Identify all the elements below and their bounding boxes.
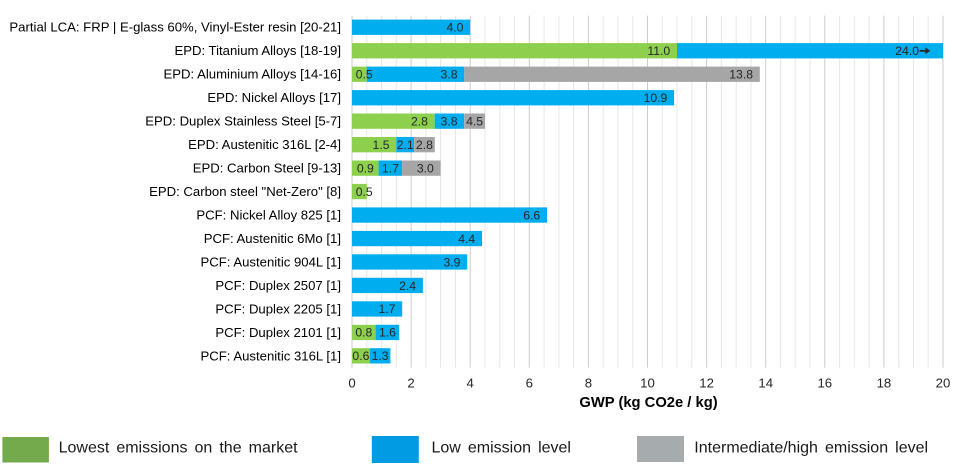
svg-text:EPD: Titanium Alloys [18-19]: EPD: Titanium Alloys [18-19]: [174, 43, 341, 58]
svg-text:EPD: Aluminium Alloys [14-16]: EPD: Aluminium Alloys [14-16]: [164, 67, 341, 82]
svg-text:4.5: 4.5: [466, 115, 483, 129]
svg-text:11.0: 11.0: [647, 44, 670, 58]
svg-text:13.8: 13.8: [729, 68, 753, 82]
svg-text:6: 6: [526, 376, 533, 391]
svg-text:EPD: Duplex Stainless Steel [5: EPD: Duplex Stainless Steel [5-7]: [145, 114, 341, 129]
svg-text:18: 18: [877, 376, 892, 391]
svg-text:1.6: 1.6: [379, 326, 396, 340]
svg-text:2: 2: [407, 376, 414, 391]
svg-text:Partial LCA: FRP | E-glass 60%: Partial LCA: FRP | E-glass 60%, Vinyl-Es…: [9, 20, 341, 35]
svg-text:1.7: 1.7: [382, 161, 399, 175]
svg-text:14: 14: [758, 376, 773, 391]
svg-text:0.8: 0.8: [355, 326, 372, 340]
svg-text:0.5: 0.5: [356, 185, 373, 199]
svg-text:4: 4: [467, 376, 474, 391]
svg-text:4.4: 4.4: [458, 232, 475, 246]
svg-text:10.9: 10.9: [644, 91, 668, 105]
svg-text:EPD: Nickel Alloys [17]: EPD: Nickel Alloys [17]: [207, 90, 341, 105]
svg-text:3.0: 3.0: [417, 161, 434, 175]
svg-text:EPD: Carbon steel "Net-Zero" [: EPD: Carbon steel "Net-Zero" [8]: [149, 184, 341, 199]
svg-text:0: 0: [348, 376, 355, 391]
svg-text:10: 10: [640, 376, 655, 391]
svg-text:6.6: 6.6: [523, 208, 540, 222]
svg-text:Low emission level: Low emission level: [432, 440, 571, 457]
svg-text:PCF: Austenitic 904L [1]: PCF: Austenitic 904L [1]: [201, 254, 342, 269]
svg-text:PCF: Duplex 2101 [1]: PCF: Duplex 2101 [1]: [215, 325, 341, 340]
svg-text:PCF: Austenitic 6Mo [1]: PCF: Austenitic 6Mo [1]: [204, 231, 341, 246]
svg-text:8: 8: [585, 376, 592, 391]
svg-text:Intermediate/high emission lev: Intermediate/high emission level: [694, 440, 928, 457]
svg-text:2.1: 2.1: [397, 138, 414, 152]
svg-text:PCF: Nickel Alloy 825 [1]: PCF: Nickel Alloy 825 [1]: [196, 208, 341, 223]
svg-text:PCF: Austenitic 316L [1]: PCF: Austenitic 316L [1]: [201, 348, 342, 363]
svg-text:4.0: 4.0: [446, 21, 463, 35]
svg-text:2.4: 2.4: [399, 279, 416, 293]
svg-text:3.8: 3.8: [441, 68, 458, 82]
svg-text:12: 12: [699, 376, 714, 391]
svg-text:0.6: 0.6: [352, 349, 369, 363]
svg-text:0.9: 0.9: [357, 161, 374, 175]
svg-text:GWP (kg CO2e / kg): GWP (kg CO2e / kg): [579, 395, 717, 411]
svg-text:Lowest emissions on the market: Lowest emissions on the market: [59, 440, 299, 457]
svg-text:EPD: Carbon Steel [9-13]: EPD: Carbon Steel [9-13]: [193, 161, 341, 176]
svg-text:1.3: 1.3: [372, 349, 389, 363]
svg-text:PCF: Duplex 2205 [1]: PCF: Duplex 2205 [1]: [215, 301, 341, 316]
svg-text:1.5: 1.5: [373, 138, 390, 152]
svg-text:2.8: 2.8: [416, 138, 433, 152]
svg-text:1.7: 1.7: [378, 302, 395, 316]
svg-text:2.8: 2.8: [411, 115, 428, 129]
svg-text:20: 20: [936, 376, 951, 391]
svg-text:24.0: 24.0: [895, 44, 919, 58]
svg-text:EPD: Austenitic 316L [2-4]: EPD: Austenitic 316L [2-4]: [188, 137, 341, 152]
svg-text:PCF: Duplex 2507 [1]: PCF: Duplex 2507 [1]: [215, 278, 341, 293]
svg-text:16: 16: [817, 376, 832, 391]
svg-text:3.8: 3.8: [441, 115, 458, 129]
svg-text:3.9: 3.9: [443, 255, 460, 269]
svg-text:0.5: 0.5: [356, 68, 373, 82]
